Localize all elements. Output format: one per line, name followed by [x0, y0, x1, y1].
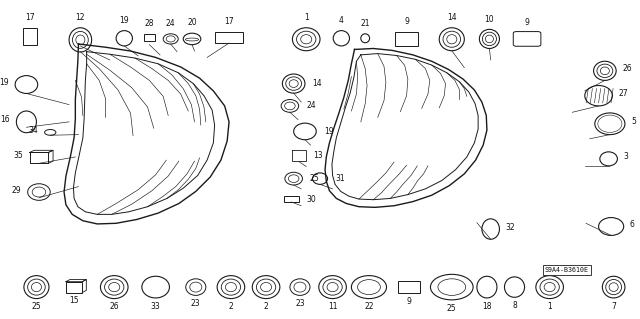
- Text: 13: 13: [313, 151, 323, 160]
- Text: 20: 20: [188, 19, 197, 27]
- Bar: [396, 32, 418, 46]
- Text: 23: 23: [295, 299, 305, 308]
- Text: 16: 16: [1, 115, 10, 124]
- Text: 34: 34: [29, 126, 38, 135]
- Text: 26: 26: [109, 302, 119, 311]
- Text: 25: 25: [31, 302, 41, 311]
- Text: 22: 22: [364, 302, 374, 311]
- Bar: [29, 152, 49, 163]
- Text: 3: 3: [624, 152, 628, 161]
- Text: 19: 19: [0, 78, 9, 87]
- Text: 14: 14: [312, 79, 322, 88]
- Text: 28: 28: [145, 19, 154, 28]
- Text: 19: 19: [324, 127, 333, 136]
- Text: 1: 1: [547, 302, 552, 311]
- Text: 24: 24: [166, 19, 175, 28]
- Bar: [23, 28, 37, 45]
- Text: 6: 6: [630, 220, 635, 229]
- Text: 10: 10: [484, 15, 494, 24]
- Text: 24: 24: [306, 101, 316, 110]
- Bar: [144, 34, 155, 41]
- Text: 14: 14: [447, 13, 456, 22]
- Text: 23: 23: [191, 299, 200, 308]
- Bar: [215, 32, 243, 43]
- Text: 25: 25: [310, 174, 319, 183]
- Text: 17: 17: [224, 18, 234, 26]
- Text: 15: 15: [69, 296, 79, 305]
- Text: 27: 27: [619, 89, 628, 98]
- Text: 8: 8: [512, 301, 517, 310]
- Text: 21: 21: [360, 19, 370, 28]
- Text: 30: 30: [306, 195, 316, 204]
- Text: 2: 2: [228, 302, 234, 311]
- Text: 26: 26: [623, 64, 632, 73]
- Text: 19: 19: [120, 16, 129, 25]
- Text: 2: 2: [264, 302, 268, 311]
- Text: 32: 32: [506, 223, 515, 232]
- Text: 9: 9: [406, 297, 412, 306]
- Bar: [66, 282, 83, 293]
- Text: S9A4-B3610E: S9A4-B3610E: [545, 267, 589, 272]
- Text: 29: 29: [12, 186, 21, 195]
- Text: 31: 31: [335, 174, 345, 183]
- Bar: [284, 196, 299, 202]
- Text: 33: 33: [151, 302, 161, 311]
- Text: 5: 5: [631, 117, 636, 126]
- Text: 4: 4: [339, 16, 344, 25]
- Text: 9: 9: [525, 19, 529, 27]
- Text: 35: 35: [13, 152, 23, 160]
- Text: 18: 18: [482, 302, 492, 311]
- Text: 7: 7: [611, 302, 616, 311]
- Text: 1: 1: [304, 13, 308, 22]
- Text: 17: 17: [26, 13, 35, 22]
- Text: 9: 9: [404, 17, 409, 26]
- Text: 12: 12: [76, 13, 85, 22]
- Bar: [399, 281, 420, 293]
- Text: 25: 25: [447, 304, 456, 313]
- Text: 11: 11: [328, 302, 337, 311]
